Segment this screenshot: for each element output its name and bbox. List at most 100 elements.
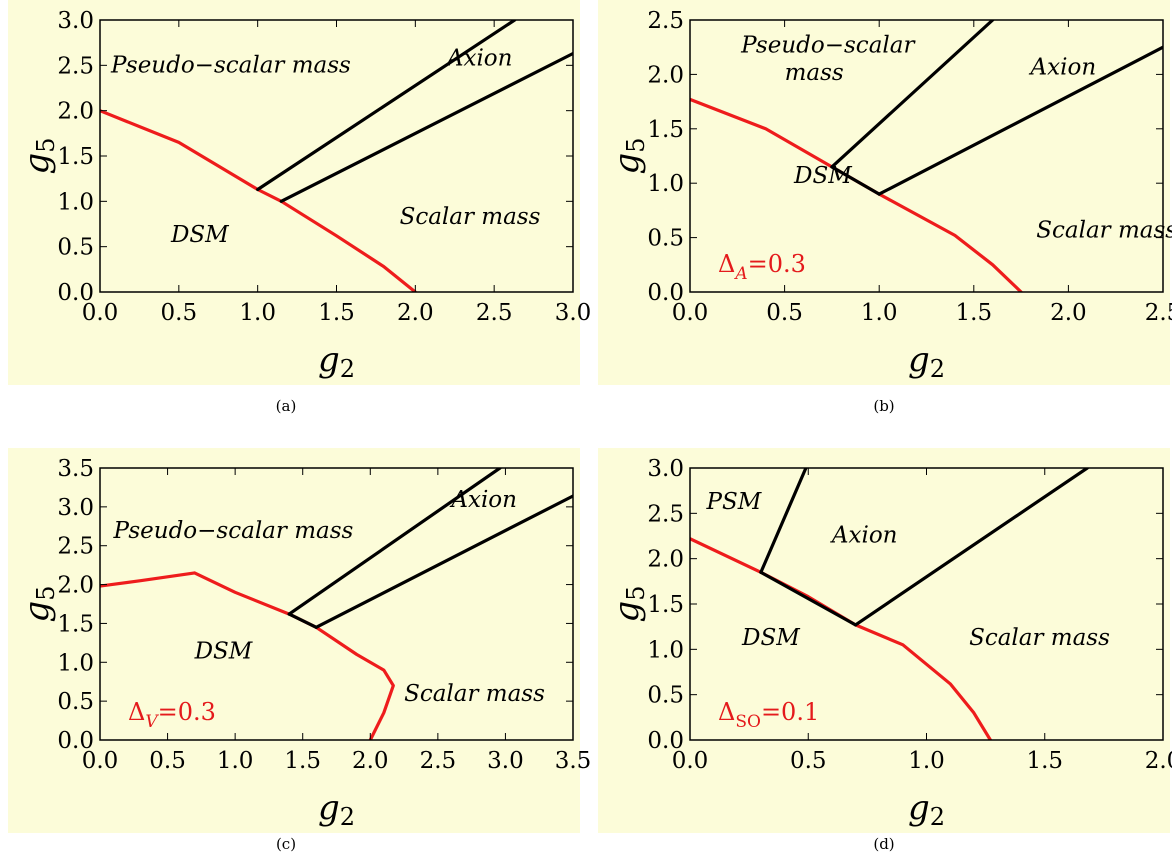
y-tick-label: 3.5: [57, 456, 94, 482]
boundary-line-2: [759, 468, 808, 574]
plot-frame: [99, 467, 574, 741]
plot-background: [598, 448, 1170, 833]
boundary-line-3: [314, 494, 573, 629]
chart-panel-a: 0.0 0.5 1.0 1.5 2.0 2.5 3.0 0.0 0.5 1.0 1.5 2.0 2.5 3…: [8, 0, 591, 385]
region-label: Axion: [445, 45, 513, 71]
y-tick-label: 1.5: [647, 117, 684, 143]
y-axis-label: g5: [607, 585, 650, 622]
y-tick-label: 0.5: [57, 689, 94, 715]
chart-panel-d: 0.0 0.5 1.0 1.5 2.0 0.0 0.5 1.0 1.5 2.0 2.5 3.0 g2 g5…: [598, 448, 1172, 833]
series-group: [100, 468, 573, 740]
phase-diagram-a: 0.0 0.5 1.0 1.5 2.0 2.5 3.0 0.0 0.5 1.0 1.5 2.0 2.5 3…: [8, 0, 591, 385]
y-tick-label: 1.5: [57, 611, 94, 637]
caption-b: (b): [873, 397, 895, 415]
x-axis-label: g2: [908, 340, 945, 383]
x-tick-label: 0.0: [672, 300, 709, 326]
y-tick-label: 0.5: [647, 226, 684, 252]
x-tick-label: 2.0: [397, 300, 434, 326]
y-tick-label: 0.5: [57, 235, 94, 261]
x-tick-label: 0.5: [149, 748, 186, 774]
x-tick-label: 1.0: [239, 300, 276, 326]
y-tick-label: 2.0: [647, 62, 684, 88]
series-group: [690, 468, 1089, 740]
region-label: DSM: [741, 625, 801, 651]
x-tick-label: 2.0: [1050, 300, 1087, 326]
region-label: Axion: [1029, 54, 1097, 80]
y-tick-label: 1.0: [647, 637, 684, 663]
x-tick-label: 1.0: [217, 748, 254, 774]
x-tick-label: 1.5: [956, 300, 993, 326]
caption-c: (c): [275, 835, 297, 853]
y-tick-label: 3.0: [647, 456, 684, 482]
x-axis-label: g2: [908, 788, 945, 831]
y-tick-label: 1.5: [57, 144, 94, 170]
y-tick-label: 0.0: [57, 280, 94, 306]
y-tick-label: 0.0: [57, 728, 94, 754]
region-label: Scalar mass: [404, 681, 545, 707]
boundary-line-3: [853, 468, 1089, 627]
boundary-line-2: [830, 20, 995, 169]
plot-frame: [689, 19, 1164, 293]
x-tick-label: 1.0: [861, 300, 898, 326]
y-axis-label: g5: [607, 137, 650, 174]
boundary-line-1: [759, 570, 858, 627]
x-tick-label: 0.5: [790, 748, 827, 774]
y-tick-label: 1.0: [57, 189, 94, 215]
y-tick-label: 2.0: [57, 573, 94, 599]
phase-diagram-c: 0.0 0.5 1.0 1.5 2.0 2.5 3.0 3.5 0.0 0.5 1.0 1.5 2.0 2…: [8, 448, 591, 833]
region-label: Axion: [830, 522, 898, 548]
boundary-line-2: [287, 468, 502, 616]
chart-panel-b: 0.0 0.5 1.0 1.5 2.0 2.5 0.0 0.5 1.0 1.5 2.0 2.5 g2 g5…: [598, 0, 1172, 385]
y-tick-label: 0.0: [647, 728, 684, 754]
x-axis-label: g2: [318, 340, 355, 383]
region-label: DSM: [170, 222, 230, 248]
region-label: Scalar mass: [969, 625, 1110, 651]
x-tick-label: 0.0: [82, 748, 119, 774]
x-tick-label: 0.5: [161, 300, 198, 326]
region-label: mass: [785, 60, 844, 86]
phase-diagram-d: 0.0 0.5 1.0 1.5 2.0 0.0 0.5 1.0 1.5 2.0 2.5 3.0 g2 g5…: [598, 448, 1172, 833]
x-tick-label: 3.0: [487, 748, 524, 774]
y-tick-label: 0.0: [647, 280, 684, 306]
x-tick-label: 3.0: [555, 300, 592, 326]
x-tick-label: 2.5: [476, 300, 513, 326]
delta-annotation: ΔSO=0.1: [718, 698, 819, 732]
y-axis-label: g5: [17, 137, 60, 174]
x-tick-label: 1.5: [318, 300, 355, 326]
y-tick-label: 1.0: [57, 650, 94, 676]
y-tick-label: 0.5: [647, 683, 684, 709]
caption-a: (a): [275, 397, 297, 415]
series-group: [100, 20, 573, 292]
x-axis-label: g2: [318, 788, 355, 831]
boundary-line-1: [287, 612, 318, 629]
region-label: PSM: [706, 489, 763, 515]
x-tick-label: 1.5: [1026, 748, 1063, 774]
plot-background: [8, 0, 580, 385]
region-label: Pseudo−scalar mass: [113, 518, 354, 544]
y-tick-label: 2.5: [647, 8, 684, 34]
y-tick-label: 2.5: [647, 501, 684, 527]
y-tick-label: 2.5: [57, 534, 94, 560]
y-tick-label: 2.0: [57, 99, 94, 125]
y-tick-label: 1.5: [647, 592, 684, 618]
x-tick-label: 1.0: [908, 748, 945, 774]
boundary-line-2: [279, 51, 573, 203]
y-tick-label: 2.5: [57, 53, 94, 79]
region-label: Scalar mass: [400, 204, 541, 230]
x-tick-label: 3.5: [555, 748, 592, 774]
delta-annotation: ΔA=0.3: [718, 250, 806, 284]
chart-panel-c: 0.0 0.5 1.0 1.5 2.0 2.5 3.0 3.5 0.0 0.5 1.0 1.5 2.0 2…: [8, 448, 591, 833]
region-label: DSM: [194, 638, 254, 664]
region-label: Pseudo−scalar: [740, 33, 916, 59]
boundary-line-3: [877, 45, 1163, 196]
phase-diagram-b: 0.0 0.5 1.0 1.5 2.0 2.5 0.0 0.5 1.0 1.5 2.0 2.5 g2 g5…: [598, 0, 1172, 385]
x-tick-label: 0.0: [82, 300, 119, 326]
x-tick-label: 2.0: [1145, 748, 1172, 774]
x-tick-label: 0.5: [766, 300, 803, 326]
caption-d: (d): [873, 835, 895, 853]
x-tick-label: 0.0: [672, 748, 709, 774]
plot-background: [8, 448, 580, 833]
y-tick-label: 3.0: [57, 8, 94, 34]
x-tick-label: 2.0: [352, 748, 389, 774]
x-tick-label: 1.5: [284, 748, 321, 774]
